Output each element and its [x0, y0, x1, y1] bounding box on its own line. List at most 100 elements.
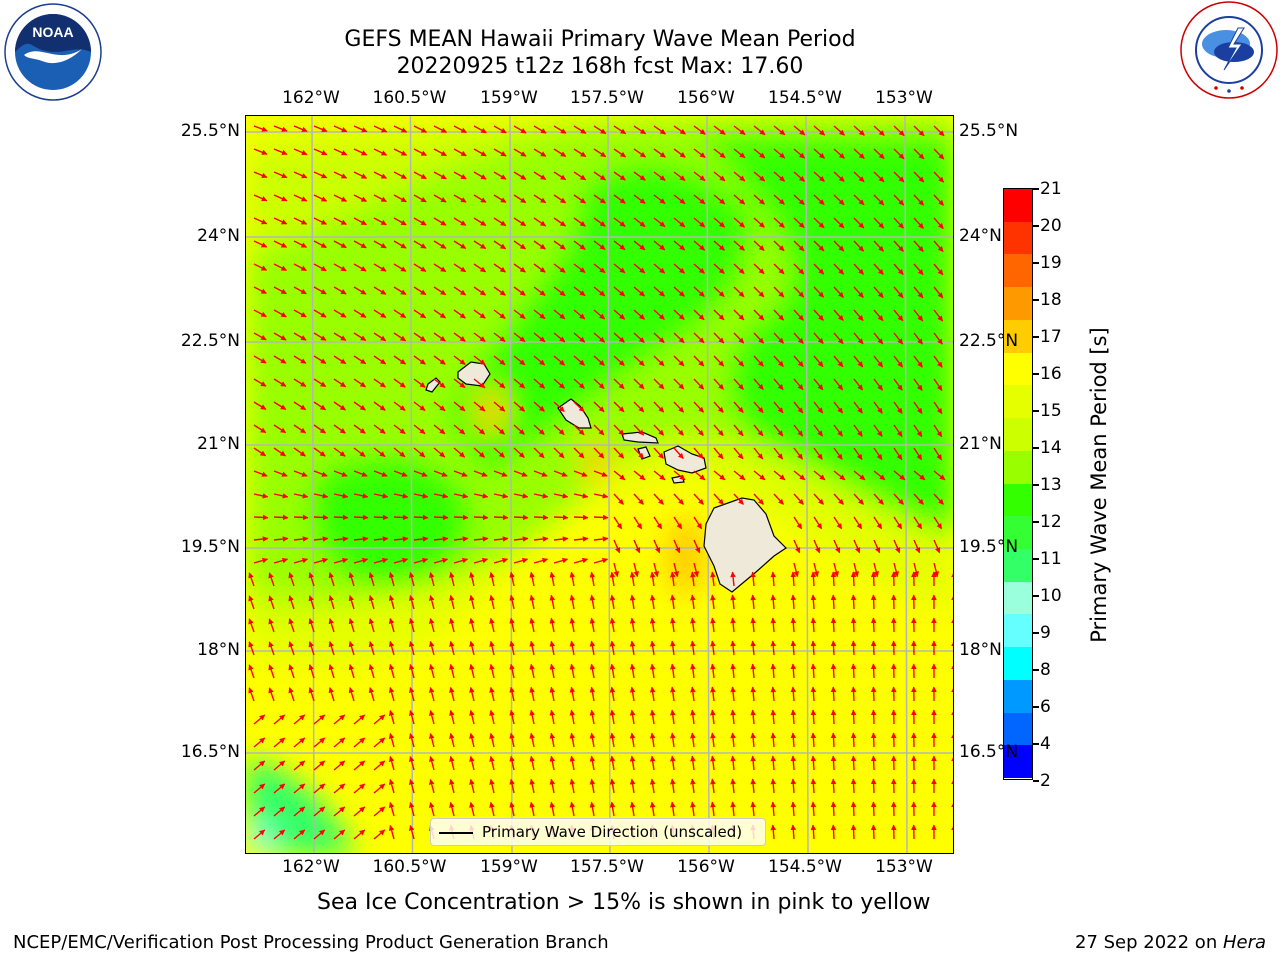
- wave-direction-arrow: [790, 709, 797, 725]
- wave-direction-arrow: [913, 470, 926, 481]
- wave-direction-arrow: [453, 217, 467, 226]
- meridian-line: [904, 116, 908, 853]
- wave-direction-arrow: [449, 709, 455, 725]
- wave-direction-arrow: [293, 355, 307, 364]
- wave-direction-arrow: [810, 755, 817, 771]
- wave-direction-arrow: [433, 194, 447, 203]
- wave-direction-arrow: [573, 217, 586, 227]
- wave-direction-arrow: [773, 194, 785, 205]
- wave-direction-arrow: [328, 595, 335, 610]
- wave-direction-arrow: [853, 401, 863, 414]
- wave-direction-arrow: [733, 309, 745, 321]
- wave-direction-arrow: [690, 732, 696, 748]
- colorbar-segment: [1004, 679, 1032, 714]
- wave-direction-arrow: [413, 355, 426, 365]
- wave-direction-arrow: [368, 572, 375, 587]
- wave-direction-arrow: [629, 640, 636, 656]
- wave-direction-arrow: [833, 516, 843, 530]
- wave-direction-arrow: [373, 332, 387, 342]
- chart-title: GEFS MEAN Hawaii Primary Wave Mean Perio…: [344, 27, 856, 52]
- wave-direction-arrow: [633, 194, 646, 204]
- wave-direction-arrow: [293, 557, 309, 564]
- wave-direction-arrow: [428, 755, 435, 771]
- wave-direction-arrow: [493, 355, 506, 366]
- wave-direction-arrow: [373, 378, 386, 388]
- wave-direction-arrow: [373, 286, 387, 295]
- wave-direction-arrow: [813, 309, 824, 321]
- wave-direction-arrow: [649, 594, 656, 610]
- wave-direction-arrow: [393, 332, 407, 342]
- wave-direction-arrow: [273, 714, 286, 725]
- wave-direction-arrow: [253, 806, 266, 817]
- wave-direction-arrow: [533, 378, 546, 389]
- wave-direction-arrow: [793, 125, 806, 136]
- wave-direction-arrow: [733, 447, 744, 460]
- wave-direction-arrow: [428, 640, 435, 656]
- wave-direction-arrow: [653, 447, 664, 459]
- wave-direction-arrow: [933, 194, 945, 206]
- wave-direction-arrow: [489, 594, 495, 610]
- wave-direction-arrow: [633, 401, 645, 413]
- wave-direction-arrow: [569, 640, 576, 656]
- wave-direction-arrow: [428, 732, 435, 748]
- wave-direction-arrow: [549, 571, 556, 587]
- wave-direction-arrow: [593, 217, 606, 227]
- wave-direction-arrow: [653, 309, 665, 320]
- wave-direction-arrow: [613, 194, 626, 204]
- wave-direction-arrow: [870, 732, 877, 748]
- lon-tick-bottom: 159°W: [480, 857, 538, 877]
- wave-direction-arrow: [933, 125, 945, 137]
- wave-direction-arrow: [793, 539, 801, 554]
- colorbar-segment: [1004, 581, 1032, 615]
- colorbar-tick: 16: [1033, 364, 1062, 384]
- wave-direction-arrow: [489, 709, 495, 725]
- wave-direction-arrow: [433, 125, 447, 134]
- colorbar: [1003, 188, 1033, 780]
- wave-direction-arrow: [830, 778, 837, 794]
- wave-direction-arrow: [913, 516, 923, 530]
- wave-direction-arrow: [253, 714, 266, 725]
- lat-tick-right: 21°N: [959, 434, 1002, 454]
- wave-direction-arrow: [333, 760, 346, 771]
- wave-direction-arrow: [393, 536, 409, 542]
- wave-direction-arrow: [793, 470, 806, 481]
- wave-direction-arrow: [549, 732, 556, 748]
- wave-direction-arrow: [733, 493, 744, 505]
- wave-direction-arrow: [268, 641, 275, 656]
- wave-direction-arrow: [813, 401, 824, 414]
- lon-tick-top: 160.5°W: [372, 88, 447, 108]
- wave-direction-arrow: [690, 640, 696, 656]
- wave-direction-arrow: [773, 263, 785, 275]
- wave-direction-arrow: [353, 829, 366, 840]
- wave-direction-arrow: [313, 737, 326, 748]
- wave-direction-arrow: [913, 493, 924, 505]
- wave-direction-arrow: [453, 470, 468, 477]
- wave-direction-arrow: [413, 493, 429, 499]
- wave-direction-arrow: [870, 571, 877, 587]
- wave-direction-arrow: [573, 514, 589, 521]
- wave-direction-arrow: [673, 332, 685, 344]
- wave-direction-arrow: [273, 332, 287, 341]
- wave-direction-arrow: [268, 664, 275, 679]
- lon-tick-top: 162°W: [282, 88, 340, 108]
- wave-direction-arrow: [753, 332, 765, 344]
- wave-direction-arrow: [730, 732, 736, 748]
- wave-direction-arrow: [690, 617, 696, 633]
- wave-direction-arrow: [710, 594, 716, 610]
- wave-direction-arrow: [649, 755, 656, 771]
- wave-direction-arrow: [873, 424, 883, 437]
- wave-direction-arrow: [353, 470, 368, 477]
- wave-direction-arrow: [790, 663, 797, 679]
- wave-direction-arrow: [850, 617, 857, 633]
- wave-direction-arrow: [413, 514, 429, 521]
- wave-direction-arrow: [288, 618, 295, 633]
- wave-direction-arrow: [733, 240, 745, 251]
- wave-direction-arrow: [469, 594, 475, 610]
- wave-direction-arrow: [673, 562, 679, 578]
- wave-direction-arrow: [493, 332, 506, 343]
- wave-direction-arrow: [313, 760, 326, 771]
- wave-direction-arrow: [353, 514, 369, 521]
- wave-direction-arrow: [433, 309, 446, 319]
- wave-direction-arrow: [693, 148, 706, 159]
- wave-direction-arrow: [453, 378, 466, 389]
